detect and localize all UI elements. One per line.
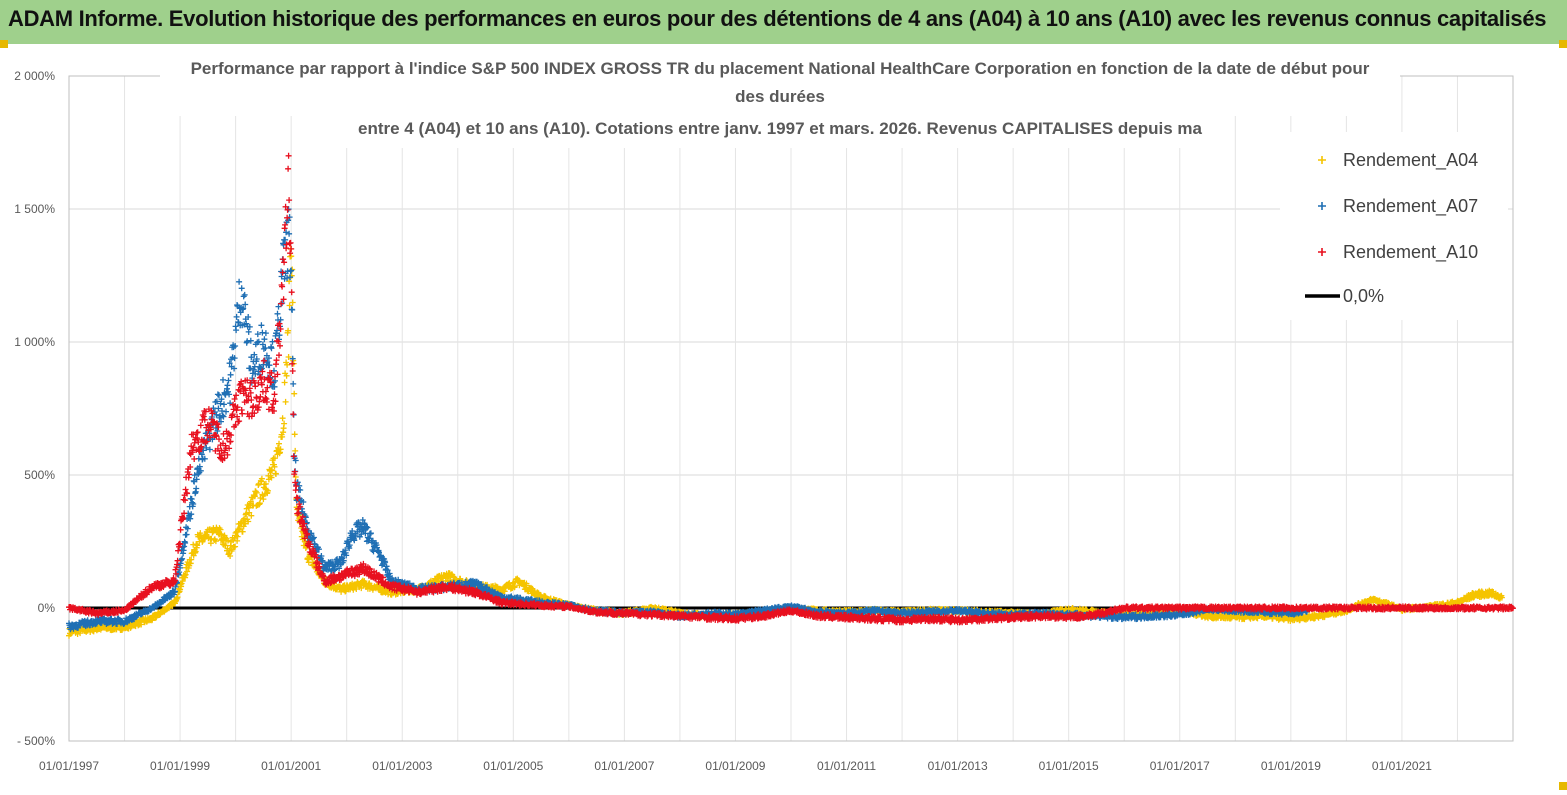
series-layer [66, 152, 1516, 639]
title-background [160, 56, 1400, 116]
legend-label: 0,0% [1343, 286, 1384, 306]
y-tick-label: 1 000% [14, 335, 55, 349]
x-tick-label: 01/01/2009 [705, 759, 765, 773]
legend-box [1280, 132, 1508, 320]
x-axis-ticks: 01/01/1997 01/01/1999 01/01/2001 01/01/2003… [39, 759, 1432, 773]
banner-title: ADAM Informe. Evolution historique des p… [8, 6, 1547, 31]
y-tick-label: - 500% [17, 734, 55, 748]
performance-chart: - 500% 0% 500% 1 000% 1 500% 2 000% 01/01/199… [14, 56, 1516, 773]
x-tick-label: 01/01/2021 [1372, 759, 1432, 773]
chart-title-line: entre 4 (A04) et 10 ans (A10). Cotations… [358, 119, 1203, 138]
legend-label: Rendement_A04 [1343, 150, 1478, 171]
legend-marker [1318, 248, 1326, 256]
x-tick-label: 01/01/2015 [1039, 759, 1099, 773]
y-tick-label: 1 500% [14, 202, 55, 216]
corner-marker-top-right [1559, 40, 1567, 48]
legend-marker [1318, 156, 1326, 164]
y-tick-label: 2 000% [14, 69, 55, 83]
x-tick-label: 01/01/2003 [372, 759, 432, 773]
x-tick-label: 01/01/1997 [39, 759, 99, 773]
x-tick-label: 01/01/2011 [817, 759, 876, 773]
x-tick-label: 01/01/2019 [1261, 759, 1321, 773]
chart-title: Performance par rapport à l'indice S&P 5… [160, 56, 1400, 148]
banner: ADAM Informe. Evolution historique des p… [0, 0, 1567, 44]
y-tick-label: 500% [24, 468, 55, 482]
x-tick-label: 01/01/2013 [928, 759, 988, 773]
x-tick-label: 01/01/2007 [594, 759, 654, 773]
corner-marker-top-left [0, 40, 8, 48]
series-markers [66, 152, 1516, 626]
corner-marker-bottom-right [1559, 782, 1567, 790]
legend-marker [1318, 202, 1326, 210]
y-axis-ticks: - 500% 0% 500% 1 000% 1 500% 2 000% [14, 69, 55, 748]
x-tick-label: 01/01/2001 [261, 759, 321, 773]
x-tick-label: 01/01/2005 [483, 759, 543, 773]
series-Rendement_A10 [66, 152, 1516, 626]
chart-title-line: des durées [735, 87, 825, 106]
y-tick-label: 0% [38, 601, 56, 615]
grid [68, 75, 1514, 742]
x-tick-label: 01/01/1999 [150, 759, 210, 773]
chart-title-line: Performance par rapport à l'indice S&P 5… [191, 59, 1370, 78]
x-tick-label: 01/01/2017 [1150, 759, 1210, 773]
title-background [320, 116, 1230, 148]
chart-area: - 500% 0% 500% 1 000% 1 500% 2 000% 01/01/199… [0, 44, 1567, 790]
legend: Rendement_A04 Rendement_A07 Rendement_A10 0… [1280, 132, 1508, 320]
legend-label: Rendement_A10 [1343, 242, 1478, 263]
legend-label: Rendement_A07 [1343, 196, 1478, 217]
